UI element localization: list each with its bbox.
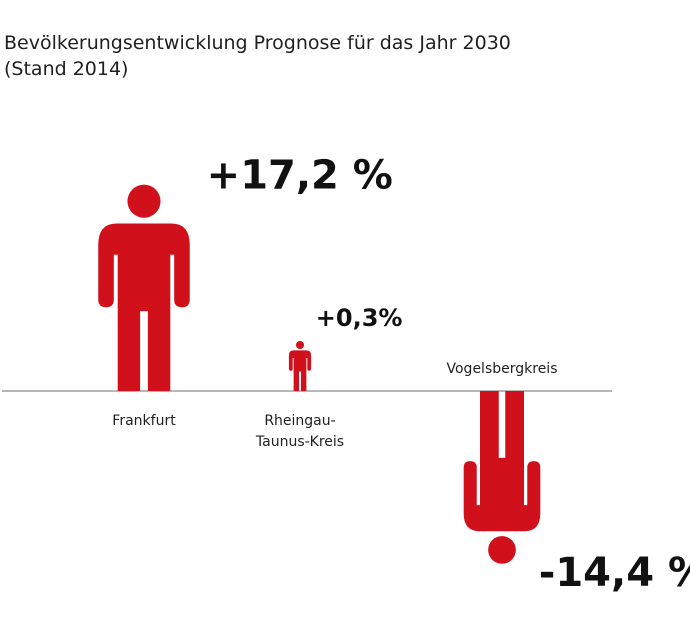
value-label: +17,2 % xyxy=(207,153,393,199)
value-label: -14,4 % xyxy=(539,550,690,596)
category-label-line: Rheingau- xyxy=(264,413,335,429)
chart-title: Bevölkerungsentwicklung Prognose für das… xyxy=(4,32,511,54)
chart-title-block: Bevölkerungsentwicklung Prognose für das… xyxy=(4,30,511,82)
category-label: Frankfurt xyxy=(112,413,176,429)
value-label: +0,3% xyxy=(316,304,403,332)
category-label: Rheingau- Taunus-Kreis xyxy=(255,413,344,450)
figure-vogelsbergkreis xyxy=(463,391,541,564)
category-label-line: Frankfurt xyxy=(112,413,176,429)
category-label-line: Taunus-Kreis xyxy=(255,434,344,450)
figure-frankfurt xyxy=(98,184,190,392)
category-label: Vogelsbergkreis xyxy=(447,361,558,377)
category-label-line: Vogelsbergkreis xyxy=(447,361,558,377)
chart-subtitle: (Stand 2014) xyxy=(4,58,129,80)
figure-rheingau-taunus-kreis xyxy=(288,341,312,391)
